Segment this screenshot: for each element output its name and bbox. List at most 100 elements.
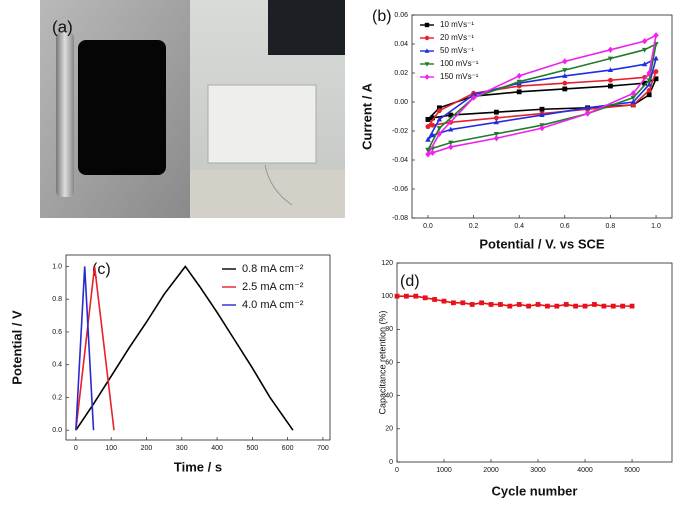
series-line: [427, 33, 658, 155]
marker: [436, 130, 443, 138]
marker: [573, 303, 579, 309]
marker: [516, 72, 522, 80]
marker: [554, 303, 560, 309]
marker: [630, 90, 636, 97]
marker: [469, 302, 475, 307]
marker: [630, 99, 636, 104]
x-tick-label: 0: [74, 445, 78, 452]
x-tick-label: 100: [105, 445, 117, 452]
marker: [493, 109, 499, 115]
marker: [470, 91, 477, 97]
marker: [448, 140, 454, 146]
x-tick-label: 400: [211, 445, 223, 452]
panel-label: (b): [372, 8, 392, 25]
y-tick-label: -0.06: [392, 186, 408, 193]
y-axis-title: Current / A: [359, 83, 374, 150]
plot-frame: [65, 254, 331, 441]
y-tick-label: 1.0: [52, 263, 62, 270]
marker: [425, 117, 431, 122]
legend-label: 0.8 mA cm⁻²: [242, 263, 304, 275]
y-tick-label: -0.08: [392, 215, 408, 222]
plot-frame: [411, 14, 673, 219]
marker: [470, 94, 477, 101]
plot-frame: [396, 262, 673, 463]
marker: [641, 37, 648, 45]
legend-label: 100 mVs⁻¹: [440, 59, 479, 68]
x-axis-title: Potential / V. vs SCE: [479, 236, 605, 251]
legend-label: 4.0 mA cm⁻²: [242, 299, 304, 311]
y-tick-label: 0.02: [394, 70, 408, 77]
marker: [563, 302, 569, 307]
marker: [394, 293, 400, 299]
marker: [516, 302, 522, 307]
marker: [425, 151, 431, 158]
marker: [641, 47, 648, 53]
pouch-cell: [207, 84, 317, 164]
marker: [430, 115, 435, 121]
marker: [642, 80, 648, 86]
x-tick-label: 0.6: [560, 223, 570, 230]
x-tick-label: 700: [317, 445, 329, 452]
marker: [425, 136, 431, 142]
legend-label: 20 mVs⁻¹: [440, 33, 474, 42]
marker: [601, 303, 607, 309]
x-tick-label: 0: [395, 467, 399, 474]
x-tick-label: 0.2: [469, 223, 479, 230]
legend-marker: [424, 48, 430, 53]
marker: [493, 135, 500, 142]
marker: [641, 61, 648, 67]
x-tick-label: 1000: [436, 467, 452, 474]
marker: [653, 69, 659, 74]
marker: [646, 69, 652, 77]
marker: [584, 110, 591, 117]
y-axis-title: Potential / V: [9, 310, 24, 385]
x-tick-label: 4000: [577, 467, 593, 474]
monitor: [268, 0, 345, 55]
legend-label: 150 mVs⁻¹: [440, 72, 479, 81]
marker: [562, 58, 568, 65]
x-tick-label: 1.0: [651, 223, 661, 230]
y-tick-label: 0.06: [394, 12, 408, 19]
x-tick-label: 0.4: [514, 223, 524, 230]
marker: [516, 89, 522, 95]
x-tick-label: 200: [141, 445, 153, 452]
marker: [448, 112, 454, 118]
y-tick-label: 40: [385, 393, 393, 400]
y-tick-label: 0.0: [52, 427, 62, 434]
marker: [562, 80, 568, 86]
y-tick-label: 0: [389, 459, 393, 466]
marker: [608, 83, 613, 89]
marker: [584, 104, 591, 110]
marker: [432, 297, 438, 302]
marker: [582, 303, 588, 309]
marker: [479, 300, 485, 306]
legend-marker: [424, 22, 430, 28]
marker: [493, 131, 500, 137]
marker: [646, 81, 652, 87]
marker: [516, 79, 522, 85]
marker: [630, 95, 636, 101]
marker: [607, 67, 614, 73]
y-tick-label: -0.02: [392, 128, 408, 135]
y-tick-label: -0.04: [392, 157, 408, 164]
y-tick-label: 80: [385, 326, 393, 333]
y-tick-label: 100: [381, 293, 393, 300]
x-tick-label: 3000: [530, 467, 546, 474]
y-tick-label: 120: [381, 260, 393, 267]
panel-label: (d): [400, 273, 420, 290]
marker: [413, 293, 419, 299]
photo-panel: (a): [40, 0, 345, 218]
marker: [629, 303, 635, 309]
panel-label: (a): [52, 17, 73, 36]
marker: [404, 293, 409, 299]
marker: [539, 124, 545, 132]
legend-marker: [424, 62, 430, 67]
legend-label: 50 mVs⁻¹: [440, 46, 474, 55]
series-line: [75, 266, 95, 431]
x-axis-title: Cycle number: [492, 483, 578, 498]
marker: [493, 119, 500, 125]
legend-label: 2.5 mA cm⁻²: [242, 281, 304, 293]
series-line: [427, 42, 658, 151]
marker: [545, 303, 550, 309]
